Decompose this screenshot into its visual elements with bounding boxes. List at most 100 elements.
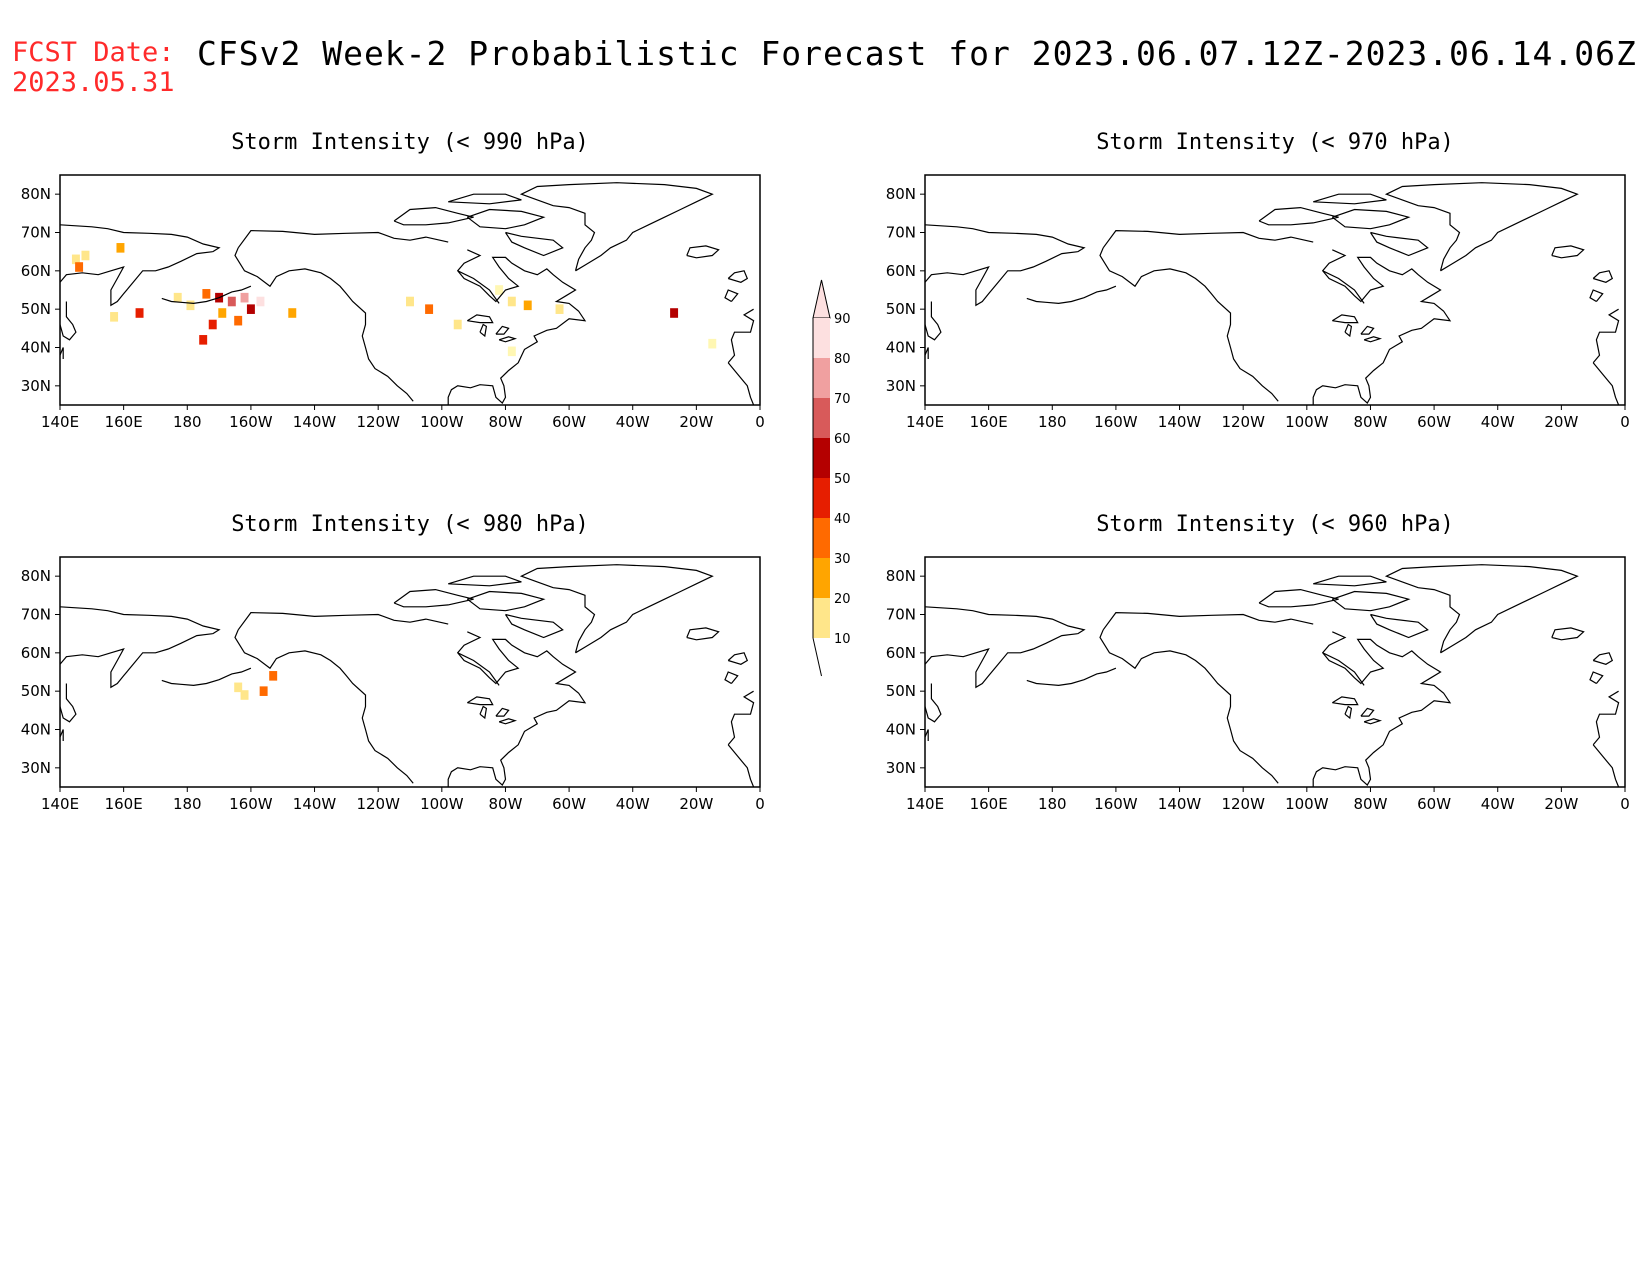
probability-cell <box>246 304 255 314</box>
coastline <box>925 683 942 723</box>
coastline <box>1322 270 1365 304</box>
lon-tick-label: 40W <box>1481 413 1515 430</box>
lon-tick-label: 160W <box>229 413 273 430</box>
probability-cell <box>240 690 249 700</box>
lat-tick-label: 70N <box>886 606 916 624</box>
lat-tick-label: 80N <box>21 567 51 585</box>
coastline <box>161 667 252 687</box>
fcst-label-text: FCST Date: <box>12 37 175 68</box>
lat-tick-label: 60N <box>886 644 916 662</box>
lat-tick-label: 50N <box>886 300 916 318</box>
map-960: 140E 160E 180 160W 140W 120W 100W 80W 60W 40W 20W 0… <box>886 556 1630 813</box>
coastline <box>686 245 720 259</box>
map-frame <box>924 556 1626 788</box>
lon-tick-label: 140W <box>293 795 337 812</box>
coastline <box>727 308 755 364</box>
page-title: CFSv2 Week-2 Probabilistic Forecast for … <box>197 34 1637 73</box>
coastline <box>925 606 1086 635</box>
coastline <box>60 729 64 741</box>
coastline <box>925 301 942 341</box>
map-990: 140E 160E 180 160W 140W 120W 100W 80W 60W 40W 20W 0… <box>21 174 765 431</box>
coastline <box>1102 229 1314 249</box>
lat-tick-label: 80N <box>886 567 916 585</box>
lon-tick-label: 180 <box>1038 795 1067 812</box>
lon-tick-label: 60W <box>552 795 586 812</box>
coastline <box>925 633 1078 689</box>
coastline <box>447 631 587 787</box>
coastline <box>925 224 1086 253</box>
coastline <box>1312 249 1452 405</box>
colorbar-segment <box>813 598 830 638</box>
lon-tick-label: 180 <box>173 413 202 430</box>
coastline <box>1026 285 1117 305</box>
coastline <box>479 705 488 720</box>
panel-980: Storm Intensity (< 980 hPa) 140E 160E 180 1… <box>0 512 780 813</box>
coastline <box>1099 247 1279 402</box>
colorbar-segment <box>813 318 830 358</box>
coastline <box>519 182 714 272</box>
colorbar-svg: 10 20 30 40 50 60 70 80 90 <box>812 279 851 677</box>
probability-cell <box>288 308 297 318</box>
colorbar-segment <box>813 478 830 518</box>
panel-970: Storm Intensity (< 970 hPa) 140E 160E 180 1… <box>865 130 1645 431</box>
coastline <box>495 707 510 717</box>
probability-cell <box>135 308 144 318</box>
lon-tick-label: 20W <box>679 413 713 430</box>
panel-990: Storm Intensity (< 990 hPa) 140E 160E 180 1… <box>0 130 780 431</box>
probability-cell <box>240 292 249 303</box>
coastline <box>686 627 720 641</box>
probability-cell <box>256 296 265 307</box>
probability-cell <box>202 289 211 299</box>
coastline <box>393 206 474 226</box>
coastline <box>495 325 510 335</box>
lon-tick-label: 180 <box>173 795 202 812</box>
lat-tick-label: 40N <box>886 339 916 357</box>
coastline <box>466 696 494 706</box>
coastline <box>925 251 1078 307</box>
lat-tick-label: 30N <box>886 759 916 777</box>
coastline <box>1258 588 1339 608</box>
lon-tick-label: 140W <box>293 413 337 430</box>
lon-tick-label: 160W <box>1094 795 1138 812</box>
map-frame <box>59 556 761 788</box>
lat-tick-label: 40N <box>21 339 51 357</box>
colorbar-label: 70 <box>834 392 851 407</box>
probability-cell <box>173 292 182 303</box>
probability-cell <box>75 262 84 272</box>
panel-title: Storm Intensity (< 980 hPa) <box>231 512 589 537</box>
coastline <box>504 231 564 257</box>
lon-tick-label: 0 <box>755 795 765 812</box>
colorbar-extend-top <box>812 279 831 319</box>
coastline <box>1551 627 1585 641</box>
coastline <box>479 323 488 338</box>
coastline <box>448 193 522 205</box>
coastline <box>60 224 221 253</box>
lon-tick-label: 100W <box>420 795 464 812</box>
lon-tick-label: 140W <box>1158 413 1202 430</box>
lon-tick-label: 0 <box>1620 413 1630 430</box>
coastline <box>1589 671 1604 685</box>
lon-tick-label: 0 <box>755 413 765 430</box>
lat-tick-label: 40N <box>886 721 916 739</box>
coastline <box>1258 206 1339 226</box>
coastline <box>393 588 474 608</box>
lat-tick-label: 40N <box>21 721 51 739</box>
coastline <box>1592 652 1614 665</box>
coastline <box>727 362 755 405</box>
coastline <box>1360 325 1375 335</box>
coastline <box>1331 314 1359 324</box>
coastline <box>447 249 587 405</box>
coastline <box>1331 696 1359 706</box>
lat-tick-label: 80N <box>886 185 916 203</box>
lat-tick-label: 60N <box>21 262 51 280</box>
coastline <box>234 247 414 402</box>
coastline <box>1369 613 1429 639</box>
lon-tick-label: 140E <box>41 413 79 430</box>
colorbar-segment <box>813 518 830 558</box>
lat-tick-label: 50N <box>21 300 51 318</box>
map-content <box>925 564 1620 787</box>
coastline <box>1312 631 1452 787</box>
coastline <box>504 613 564 639</box>
probability-cell <box>218 308 227 318</box>
probability-cell <box>555 304 564 314</box>
